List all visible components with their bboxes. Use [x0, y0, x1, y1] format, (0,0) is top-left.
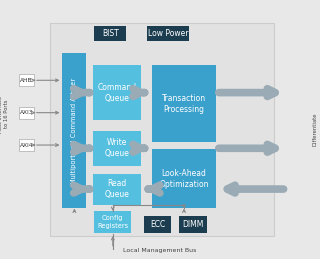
- Bar: [19, 74, 34, 86]
- Bar: [179, 216, 207, 233]
- Text: Read
Queue: Read Queue: [104, 179, 129, 199]
- Text: Config
Registers: Config Registers: [97, 215, 128, 229]
- Text: ECC: ECC: [150, 220, 165, 229]
- Text: AHB: AHB: [20, 78, 33, 83]
- Bar: [144, 216, 171, 233]
- Text: Host Interface
to 16 Ports: Host Interface to 16 Ports: [0, 95, 9, 133]
- Text: AXI4: AXI4: [20, 142, 33, 148]
- Bar: [94, 211, 131, 233]
- Bar: [93, 174, 141, 205]
- Bar: [93, 65, 141, 120]
- Bar: [147, 26, 189, 41]
- Text: Low Power: Low Power: [148, 29, 188, 38]
- Bar: [152, 65, 216, 142]
- Text: Transaction
Processing: Transaction Processing: [162, 93, 206, 114]
- Bar: [94, 26, 126, 41]
- Bar: [93, 131, 141, 166]
- Text: Command
Queue: Command Queue: [97, 83, 136, 103]
- Bar: [19, 107, 34, 119]
- Text: Local Management Bus: Local Management Bus: [123, 248, 197, 253]
- Text: Write
Queue: Write Queue: [104, 138, 129, 158]
- Bar: [50, 23, 274, 236]
- Bar: [19, 139, 34, 151]
- Text: AXI3: AXI3: [20, 110, 33, 115]
- Text: BIST: BIST: [102, 29, 119, 38]
- Text: Differentiate: Differentiate: [313, 113, 318, 146]
- Text: Multiport and Command Arbiter: Multiport and Command Arbiter: [71, 78, 77, 184]
- Text: DIMM: DIMM: [182, 220, 204, 229]
- Text: Look-Ahead
Optimization: Look-Ahead Optimization: [159, 169, 209, 189]
- Bar: [152, 149, 216, 208]
- Bar: [62, 53, 86, 208]
